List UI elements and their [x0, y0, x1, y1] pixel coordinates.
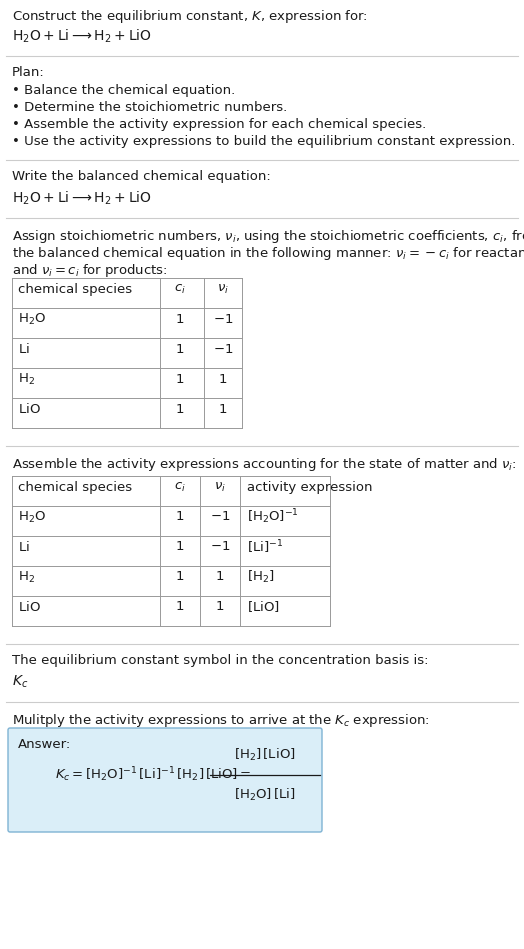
Text: $[\mathrm{H_2O}]^{-1}$: $[\mathrm{H_2O}]^{-1}$: [247, 508, 299, 527]
Text: $\nu_i$: $\nu_i$: [214, 480, 226, 493]
Text: Assemble the activity expressions accounting for the state of matter and $\nu_i$: Assemble the activity expressions accoun…: [12, 456, 517, 473]
Text: chemical species: chemical species: [18, 480, 132, 493]
Text: activity expression: activity expression: [247, 480, 373, 493]
Text: 1: 1: [176, 373, 184, 385]
Text: $\mathrm{H_2O}$: $\mathrm{H_2O}$: [18, 510, 46, 525]
Text: and $\nu_i = c_i$ for products:: and $\nu_i = c_i$ for products:: [12, 262, 168, 279]
Text: chemical species: chemical species: [18, 283, 132, 295]
Text: 1: 1: [176, 601, 184, 613]
FancyBboxPatch shape: [8, 728, 322, 832]
Text: $-1$: $-1$: [213, 343, 233, 356]
Text: $\mathrm{LiO}$: $\mathrm{LiO}$: [18, 402, 41, 416]
Text: 1: 1: [176, 570, 184, 584]
Text: $\mathrm{H_2O}$: $\mathrm{H_2O}$: [18, 311, 46, 326]
Text: $1$: $1$: [219, 402, 227, 416]
Text: Assign stoichiometric numbers, $\nu_i$, using the stoichiometric coefficients, $: Assign stoichiometric numbers, $\nu_i$, …: [12, 228, 524, 245]
Text: $[\mathrm{LiO}]$: $[\mathrm{LiO}]$: [247, 600, 280, 614]
Text: $1$: $1$: [215, 570, 225, 584]
Text: $-1$: $-1$: [210, 541, 230, 553]
Text: Write the balanced chemical equation:: Write the balanced chemical equation:: [12, 170, 271, 183]
Text: Construct the equilibrium constant, $K$, expression for:: Construct the equilibrium constant, $K$,…: [12, 8, 368, 25]
Text: 1: 1: [176, 511, 184, 524]
Text: $K_c$: $K_c$: [12, 674, 28, 691]
Text: $[\mathrm{H_2}]$: $[\mathrm{H_2}]$: [247, 569, 275, 585]
Text: $\mathrm{H_2}$: $\mathrm{H_2}$: [18, 371, 35, 386]
Text: • Assemble the activity expression for each chemical species.: • Assemble the activity expression for e…: [12, 118, 426, 131]
Text: • Balance the chemical equation.: • Balance the chemical equation.: [12, 84, 235, 97]
Text: 1: 1: [176, 343, 184, 356]
Text: • Determine the stoichiometric numbers.: • Determine the stoichiometric numbers.: [12, 101, 287, 114]
Text: $-1$: $-1$: [213, 312, 233, 326]
Text: $[\mathrm{Li}]^{-1}$: $[\mathrm{Li}]^{-1}$: [247, 538, 283, 556]
Text: • Use the activity expressions to build the equilibrium constant expression.: • Use the activity expressions to build …: [12, 135, 516, 148]
Text: $-1$: $-1$: [210, 511, 230, 524]
Text: $1$: $1$: [219, 373, 227, 385]
Text: 1: 1: [176, 541, 184, 553]
Text: Mulitply the activity expressions to arrive at the $K_c$ expression:: Mulitply the activity expressions to arr…: [12, 712, 430, 729]
Text: $\mathrm{Li}$: $\mathrm{Li}$: [18, 342, 30, 356]
Text: $c_i$: $c_i$: [174, 283, 186, 295]
Text: $c_i$: $c_i$: [174, 480, 186, 493]
Text: $\mathrm{H_2}$: $\mathrm{H_2}$: [18, 569, 35, 585]
Text: 1: 1: [176, 402, 184, 416]
Text: $\mathrm{H_2O + Li} \longrightarrow \mathrm{H_2 + LiO}$: $\mathrm{H_2O + Li} \longrightarrow \mat…: [12, 28, 152, 46]
Text: $[\mathrm{H_2O}]\,[\mathrm{Li}]$: $[\mathrm{H_2O}]\,[\mathrm{Li}]$: [234, 787, 296, 803]
Text: the balanced chemical equation in the following manner: $\nu_i = -c_i$ for react: the balanced chemical equation in the fo…: [12, 245, 524, 262]
Text: $\nu_i$: $\nu_i$: [217, 283, 229, 295]
Text: 1: 1: [176, 312, 184, 326]
Text: Answer:: Answer:: [18, 738, 71, 751]
Text: $[\mathrm{H_2}]\,[\mathrm{LiO}]$: $[\mathrm{H_2}]\,[\mathrm{LiO}]$: [234, 747, 296, 763]
Text: $\mathrm{LiO}$: $\mathrm{LiO}$: [18, 600, 41, 614]
Text: $1$: $1$: [215, 601, 225, 613]
Text: The equilibrium constant symbol in the concentration basis is:: The equilibrium constant symbol in the c…: [12, 654, 429, 667]
Text: $\mathrm{H_2O + Li} \longrightarrow \mathrm{H_2 + LiO}$: $\mathrm{H_2O + Li} \longrightarrow \mat…: [12, 190, 152, 208]
Text: $K_c = [\mathrm{H_2O}]^{-1}\,[\mathrm{Li}]^{-1}\,[\mathrm{H_2}]\,[\mathrm{LiO}] : $K_c = [\mathrm{H_2O}]^{-1}\,[\mathrm{Li…: [55, 766, 252, 785]
Text: $\mathrm{Li}$: $\mathrm{Li}$: [18, 540, 30, 554]
Text: Plan:: Plan:: [12, 66, 45, 79]
